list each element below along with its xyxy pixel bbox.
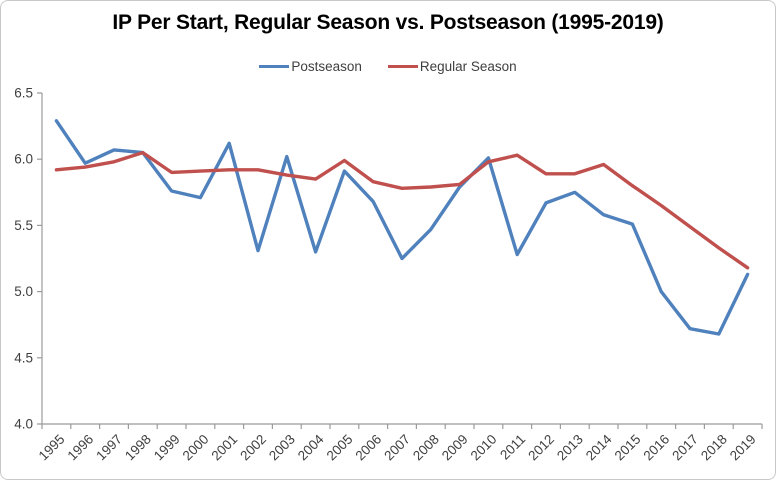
x-tick-label: 2018 xyxy=(698,432,730,464)
series-line-postseason xyxy=(54,119,750,336)
x-tick-label: 1995 xyxy=(36,432,68,464)
postseason-line-swatch-icon xyxy=(259,64,290,69)
legend-label-postseason: Postseason xyxy=(291,59,362,74)
y-tick-label: 5.0 xyxy=(14,284,33,299)
x-tick-label: 2007 xyxy=(381,432,413,464)
y-tick-label: 5.5 xyxy=(14,218,33,233)
y-tick-label: 6.5 xyxy=(14,86,33,101)
x-tick-label: 1996 xyxy=(64,432,96,464)
x-tick-label: 2002 xyxy=(237,432,269,464)
x-tick-label: 2014 xyxy=(583,431,615,463)
x-tick-label: 2003 xyxy=(266,432,298,464)
x-tick-label: 2013 xyxy=(554,432,586,464)
x-tick-label: 2001 xyxy=(208,432,240,464)
x-tick-label: 2006 xyxy=(352,432,384,464)
x-tick-label: 2009 xyxy=(439,432,471,464)
x-tick-label: 2000 xyxy=(180,432,212,464)
chart-title: IP Per Start, Regular Season vs. Postsea… xyxy=(112,11,664,34)
y-axis-ticks-and-labels: 4.0 4.5 5.0 5.5 6.0 6.5 xyxy=(14,86,42,432)
x-tick-label: 2019 xyxy=(727,432,759,464)
x-axis-ticks-and-labels: 1995199619971998199920002001200220032004… xyxy=(36,424,763,464)
legend-item-regular-season: Regular Season xyxy=(387,59,517,74)
legend-label-regular-season: Regular Season xyxy=(419,59,517,74)
series-line-regular-season xyxy=(54,150,750,270)
x-tick-label: 2004 xyxy=(295,431,327,463)
x-tick-label: 1998 xyxy=(122,432,154,464)
x-tick-label: 2017 xyxy=(669,432,701,464)
x-tick-label: 2015 xyxy=(612,432,644,464)
x-tick-label: 2005 xyxy=(324,432,356,464)
regular-season-line-swatch-icon xyxy=(387,64,418,69)
x-tick-label: 2016 xyxy=(640,432,672,464)
x-tick-label: 1997 xyxy=(93,432,125,464)
x-tick-label: 2008 xyxy=(410,432,442,464)
x-tick-label: 1999 xyxy=(151,432,183,464)
y-tick-label: 4.0 xyxy=(14,417,33,432)
x-tick-label: 2011 xyxy=(497,432,528,463)
legend-item-postseason: Postseason xyxy=(259,59,362,74)
y-tick-label: 4.5 xyxy=(14,350,33,365)
x-tick-label: 2012 xyxy=(525,432,557,464)
legend: Postseason Regular Season xyxy=(1,59,775,74)
y-tick-label: 6.0 xyxy=(14,152,33,167)
x-tick-label: 2010 xyxy=(468,432,500,464)
